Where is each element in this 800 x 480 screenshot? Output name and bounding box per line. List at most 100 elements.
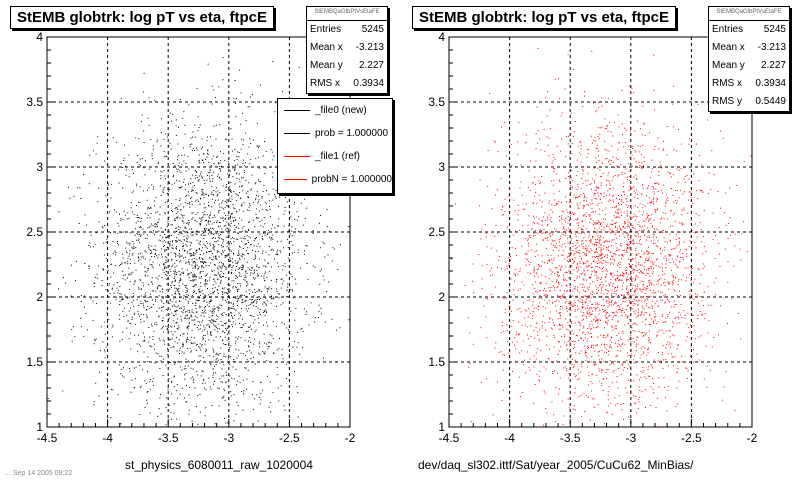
scatter-point (692, 322, 694, 323)
scatter-point (176, 168, 178, 170)
scatter-point (601, 126, 603, 128)
scatter-point (132, 253, 134, 255)
scatter-point (167, 288, 169, 290)
scatter-point (140, 318, 142, 320)
scatter-point (171, 393, 173, 395)
scatter-point (283, 280, 285, 282)
scatter-point (283, 213, 285, 215)
scatter-point (639, 225, 641, 227)
scatter-point (241, 318, 243, 320)
scatter-point (564, 258, 566, 260)
scatter-point (144, 160, 146, 162)
scatter-point (481, 265, 483, 267)
scatter-point (558, 300, 560, 302)
scatter-point (171, 287, 172, 289)
scatter-point (186, 237, 188, 239)
scatter-point (217, 323, 219, 325)
scatter-point (638, 269, 640, 271)
scatter-point (187, 348, 189, 349)
scatter-point (200, 271, 202, 273)
scatter-point (221, 165, 223, 167)
scatter-point (146, 234, 148, 236)
scatter-point (258, 167, 260, 169)
scatter-point (158, 316, 160, 318)
scatter-point (244, 238, 246, 240)
scatter-point (134, 280, 136, 282)
scatter-point (634, 149, 636, 151)
scatter-point (705, 250, 707, 252)
scatter-point (183, 306, 185, 308)
scatter-point (622, 332, 624, 334)
scatter-point (213, 256, 215, 258)
scatter-point (518, 352, 520, 354)
scatter-point (587, 304, 589, 306)
scatter-point (129, 250, 131, 252)
scatter-point (200, 324, 202, 326)
scatter-point (153, 384, 155, 386)
scatter-point (640, 271, 642, 273)
scatter-point (191, 218, 193, 220)
scatter-point (242, 247, 244, 249)
scatter-point (249, 163, 251, 165)
scatter-point (582, 301, 584, 303)
scatter-point (136, 299, 138, 301)
scatter-point (135, 378, 137, 380)
scatter-point (214, 263, 215, 265)
scatter-point (327, 254, 329, 256)
scatter-point (654, 242, 656, 244)
scatter-point (119, 293, 121, 295)
scatter-point (95, 382, 97, 384)
scatter-point (271, 248, 273, 250)
scatter-point (176, 390, 178, 392)
scatter-point (174, 325, 175, 327)
scatter-point (189, 280, 191, 282)
scatter-point (186, 245, 188, 247)
scatter-point (564, 272, 566, 274)
scatter-point (638, 331, 640, 333)
scatter-point (210, 227, 211, 229)
scatter-point (160, 248, 162, 250)
scatter-point (536, 273, 538, 275)
scatter-point (630, 310, 632, 312)
scatter-point (617, 216, 619, 218)
scatter-point (217, 193, 219, 195)
scatter-point (210, 136, 212, 138)
scatter-point (171, 301, 173, 303)
scatter-point (571, 143, 573, 145)
scatter-point (112, 137, 114, 139)
scatter-point (199, 244, 201, 245)
scatter-point (576, 252, 578, 254)
scatter-point (590, 263, 592, 265)
scatter-point (603, 245, 605, 247)
scatter-point (217, 310, 219, 312)
scatter-point (193, 337, 195, 339)
scatter-point (628, 338, 630, 340)
scatter-point (258, 322, 260, 324)
scatter-point (638, 386, 640, 388)
scatter-point (129, 281, 131, 283)
scatter-point (527, 351, 529, 353)
scatter-point (145, 300, 147, 302)
scatter-point (203, 262, 205, 264)
scatter-point (140, 300, 142, 302)
scatter-point (595, 363, 597, 365)
scatter-point (226, 230, 228, 232)
scatter-point (579, 301, 581, 303)
scatter-point (579, 323, 581, 324)
scatter-point (206, 333, 208, 335)
scatter-point (236, 177, 238, 179)
scatter-point (163, 302, 165, 304)
scatter-point (151, 325, 153, 327)
scatter-point (631, 353, 633, 355)
scatter-point (175, 199, 177, 201)
scatter-point (624, 194, 625, 196)
scatter-point (590, 276, 592, 278)
scatter-point (686, 323, 688, 325)
scatter-point (694, 223, 696, 225)
scatter-point (349, 347, 351, 349)
scatter-point (228, 263, 230, 265)
scatter-point (509, 305, 511, 307)
scatter-point (665, 317, 667, 319)
scatter-point (220, 277, 222, 278)
scatter-point (208, 178, 210, 180)
